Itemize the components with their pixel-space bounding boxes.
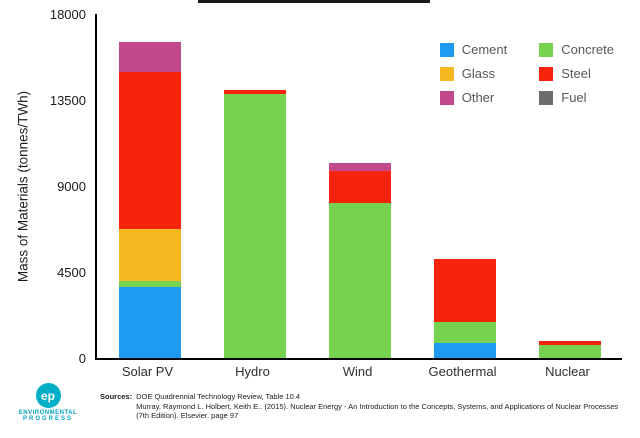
y-tick-4500: 4500	[57, 265, 86, 280]
environmental-progress-logo: ep ENVIRONMENTAL PROGRESS	[12, 383, 84, 422]
bar-segment-nuclear-concrete	[538, 344, 601, 358]
bar-segment-wind-steel	[328, 170, 391, 204]
y-tick-18000: 18000	[49, 7, 86, 22]
bar-column-wind	[307, 14, 412, 358]
bar-segment-wind-other	[328, 163, 391, 171]
x-label-hydro: Hydro	[235, 364, 270, 379]
legend-swatch-fuel	[539, 90, 554, 105]
y-tick-9000: 9000	[57, 179, 86, 194]
cropped-title-fragment	[198, 0, 430, 3]
legend-item-concrete: Concrete	[539, 42, 614, 57]
legend-swatch-cement	[439, 42, 454, 57]
bar-column-nuclear	[517, 14, 622, 358]
sources-lines: DOE Quadrennial Technology Review, Table…	[136, 392, 618, 421]
legend-label-fuel: Fuel	[561, 90, 587, 105]
bar-segment-geothermal-steel	[433, 258, 496, 322]
x-label-nuclear: Nuclear	[545, 364, 590, 379]
legend-swatch-other	[439, 90, 454, 105]
x-label-wind: Wind	[342, 364, 373, 379]
bar-hydro	[223, 90, 286, 358]
legend-swatch-glass	[439, 66, 454, 81]
bar-segment-geothermal-concrete	[433, 321, 496, 343]
bar-segment-solar-pv-other	[118, 41, 181, 73]
x-label-geothermal: Geothermal	[428, 364, 497, 379]
x-axis-labels: Solar PV Hydro Wind Geothermal Nuclear	[95, 364, 620, 379]
legend-swatch-concrete	[539, 42, 554, 57]
bar-segment-solar-pv-glass	[118, 229, 181, 281]
bar-column-geothermal	[412, 14, 517, 358]
y-tick-13500: 13500	[49, 93, 86, 108]
legend-item-glass: Glass	[439, 66, 508, 81]
legend-item-cement: Cement	[439, 42, 508, 57]
legend-label-glass: Glass	[461, 66, 495, 81]
legend-label-steel: Steel	[561, 66, 591, 81]
logo-text-line2: PROGRESS	[22, 416, 73, 422]
legend-label-cement: Cement	[461, 42, 508, 57]
bar-wind	[328, 163, 391, 358]
legend-item-steel: Steel	[539, 66, 614, 81]
bar-segment-nuclear-steel	[538, 340, 601, 345]
bar-segment-hydro-concrete	[223, 94, 286, 358]
legend-label-other: Other	[461, 90, 495, 105]
bar-segment-solar-pv-cement	[118, 287, 181, 358]
x-label-solar-pv: Solar PV	[121, 364, 174, 379]
bars-row	[97, 14, 622, 358]
sources-line-3: (7th Edition). Elsevier. page 97	[136, 411, 239, 420]
legend-swatch-steel	[539, 66, 554, 81]
legend-label-concrete: Concrete	[561, 42, 614, 57]
bar-geothermal	[433, 258, 496, 358]
bar-segment-solar-pv-concrete	[118, 280, 181, 288]
sources-block: Sources: DOE Quadrennial Technology Revi…	[100, 392, 618, 421]
sources-line-2: Murray, Raymond L. Holbert, Keith E.. (2…	[136, 401, 619, 411]
legend: Cement Concrete Glass Steel Other Fuel	[439, 42, 614, 105]
y-tick-0: 0	[78, 351, 86, 366]
sources-label: Sources:	[100, 392, 133, 401]
sources-line-1: DOE Quadrennial Technology Review, Table…	[136, 392, 301, 401]
bar-solar-pv	[118, 41, 181, 358]
logo-icon: ep	[35, 383, 61, 408]
logo-text-line1: ENVIRONMENTAL	[18, 410, 78, 416]
legend-item-fuel: Fuel	[539, 90, 614, 105]
bar-segment-hydro-steel	[223, 90, 286, 95]
bar-segment-wind-concrete	[328, 203, 391, 358]
bar-column-solar-pv	[97, 14, 202, 358]
bar-segment-solar-pv-steel	[118, 72, 181, 230]
bar-segment-geothermal-cement	[433, 342, 496, 358]
legend-item-other: Other	[439, 90, 508, 105]
bar-nuclear	[538, 340, 601, 358]
plot-area: Cement Concrete Glass Steel Other Fuel	[95, 14, 622, 360]
bar-column-hydro	[202, 14, 307, 358]
